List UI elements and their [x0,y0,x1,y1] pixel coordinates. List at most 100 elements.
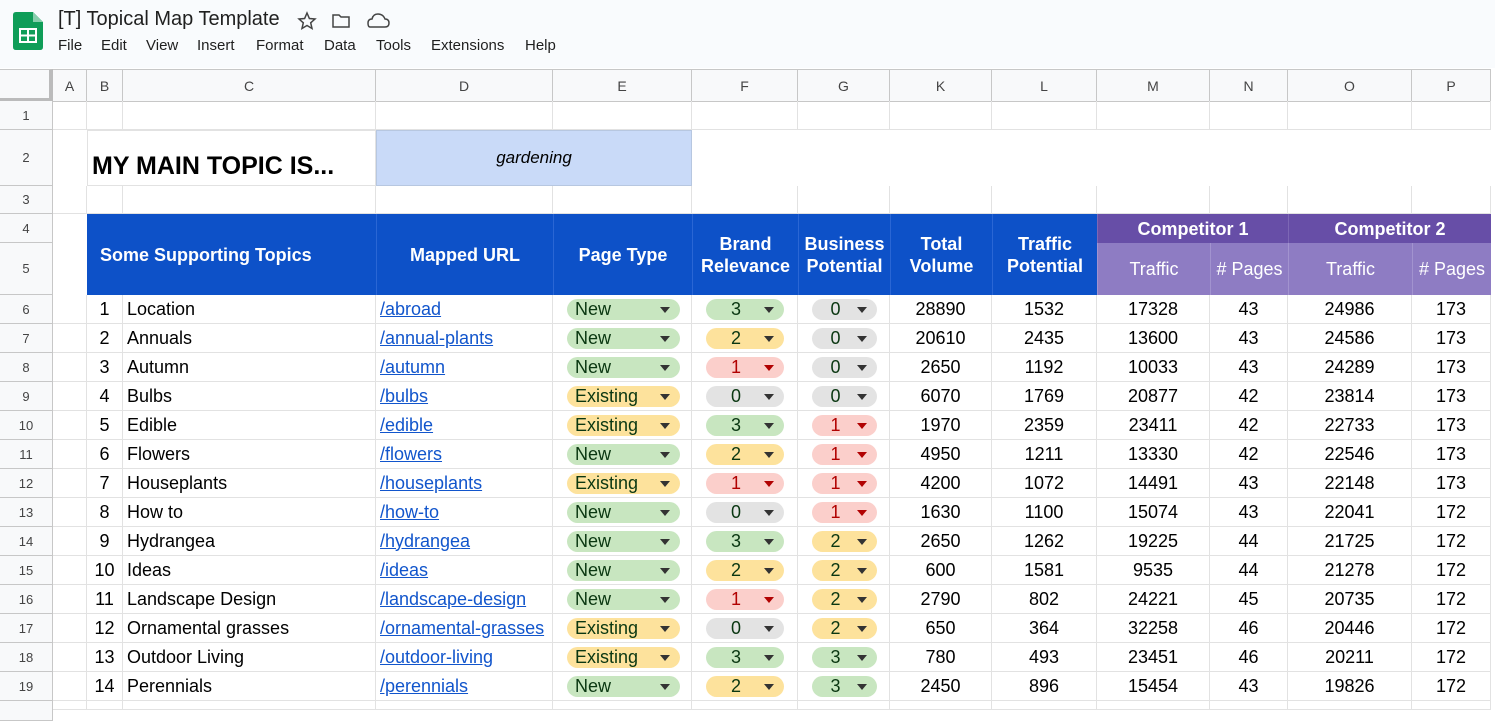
page-type-dropdown[interactable]: New [567,560,680,581]
business-potential-dropdown[interactable]: 2 [812,531,877,552]
row-header[interactable]: 12 [0,469,53,498]
mapped-url[interactable]: /bulbs [380,385,429,406]
row-header[interactable]: 3 [0,186,53,214]
row-header[interactable]: 16 [0,585,53,614]
business-potential-dropdown[interactable]: 0 [812,328,877,349]
mapped-url[interactable]: /annual-plants [380,327,494,348]
mapped-url[interactable]: /flowers [380,443,443,464]
row-header[interactable]: 7 [0,324,53,353]
row-header[interactable]: 5 [0,243,53,295]
mapped-url[interactable]: /autumn [380,356,446,377]
business-potential-dropdown[interactable]: 0 [812,299,877,320]
brand-relevance-dropdown[interactable]: 0 [706,386,784,407]
column-header[interactable]: M [1097,69,1210,102]
column-header[interactable]: P [1412,69,1491,102]
row-header[interactable]: 10 [0,411,53,440]
row-header[interactable]: 2 [0,130,53,186]
menu-item[interactable]: Tools [376,37,412,54]
topic[interactable]: Ideas [123,556,376,585]
menu-item[interactable]: Insert [197,37,235,54]
row-header[interactable]: 17 [0,614,53,643]
row-header[interactable]: 8 [0,353,53,382]
topic[interactable]: Perennials [123,672,376,701]
business-potential-dropdown[interactable]: 2 [812,589,877,610]
mapped-url[interactable]: /outdoor-living [380,646,494,667]
brand-relevance-dropdown[interactable]: 3 [706,299,784,320]
row-header[interactable]: 14 [0,527,53,556]
topic[interactable]: Edible [123,411,376,440]
brand-relevance-dropdown[interactable]: 0 [706,618,784,639]
page-type-dropdown[interactable]: Existing [567,473,680,494]
cloud-icon[interactable] [367,13,390,28]
topic[interactable]: Landscape Design [123,585,376,614]
topic[interactable]: Annuals [123,324,376,353]
brand-relevance-dropdown[interactable]: 3 [706,415,784,436]
topic[interactable]: Houseplants [123,469,376,498]
menu-item[interactable]: Edit [101,37,127,54]
row-header[interactable]: 9 [0,382,53,411]
row-header[interactable]: 13 [0,498,53,527]
menu-item[interactable]: Extensions [431,37,505,54]
brand-relevance-dropdown[interactable]: 3 [706,647,784,668]
main-topic-value[interactable]: gardening [376,130,692,186]
business-potential-dropdown[interactable]: 1 [812,415,877,436]
topic[interactable]: Bulbs [123,382,376,411]
topic[interactable]: Location [123,295,376,324]
menu-item[interactable]: View [146,37,179,54]
column-header[interactable]: E [553,69,692,102]
row-header[interactable]: 19 [0,672,53,701]
topic[interactable]: Hydrangea [123,527,376,556]
page-type-dropdown[interactable]: Existing [567,618,680,639]
star-icon[interactable] [297,11,317,31]
business-potential-dropdown[interactable]: 0 [812,357,877,378]
brand-relevance-dropdown[interactable]: 1 [706,357,784,378]
column-header[interactable]: N [1210,69,1288,102]
page-type-dropdown[interactable]: New [567,502,680,523]
mapped-url[interactable]: /ideas [380,559,429,580]
business-potential-dropdown[interactable]: 1 [812,444,877,465]
page-type-dropdown[interactable]: New [567,444,680,465]
page-type-dropdown[interactable]: Existing [567,386,680,407]
brand-relevance-dropdown[interactable]: 1 [706,473,784,494]
mapped-url[interactable]: /landscape-design [380,588,527,609]
brand-relevance-dropdown[interactable]: 2 [706,560,784,581]
topic[interactable]: Ornamental grasses [123,614,376,643]
business-potential-dropdown[interactable]: 3 [812,647,877,668]
menu-item[interactable]: File [58,37,83,54]
column-header[interactable]: C [123,69,376,102]
topic[interactable]: Autumn [123,353,376,382]
business-potential-dropdown[interactable]: 1 [812,473,877,494]
column-header[interactable]: D [376,69,553,102]
sheets-logo[interactable] [13,12,43,50]
mapped-url[interactable]: /houseplants [380,472,483,493]
row-header[interactable]: 4 [0,214,53,243]
column-header[interactable]: L [992,69,1097,102]
mapped-url[interactable]: /ornamental-grasses [380,617,545,638]
business-potential-dropdown[interactable]: 3 [812,676,877,697]
topic[interactable]: Flowers [123,440,376,469]
brand-relevance-dropdown[interactable]: 2 [706,676,784,697]
page-type-dropdown[interactable]: Existing [567,415,680,436]
business-potential-dropdown[interactable]: 1 [812,502,877,523]
page-type-dropdown[interactable]: New [567,299,680,320]
page-type-dropdown[interactable]: New [567,676,680,697]
mapped-url[interactable]: /perennials [380,675,469,696]
column-header[interactable]: A [53,69,87,102]
brand-relevance-dropdown[interactable]: 3 [706,531,784,552]
topic[interactable]: How to [123,498,376,527]
menu-item[interactable]: Data [324,37,356,54]
column-header[interactable]: B [87,69,123,102]
column-header[interactable]: O [1288,69,1412,102]
mapped-url[interactable]: /how-to [380,501,440,522]
page-type-dropdown[interactable]: Existing [567,647,680,668]
brand-relevance-dropdown[interactable]: 2 [706,328,784,349]
move-icon[interactable] [332,14,350,28]
page-type-dropdown[interactable]: New [567,531,680,552]
brand-relevance-dropdown[interactable]: 1 [706,589,784,610]
topic[interactable]: Outdoor Living [123,643,376,672]
page-type-dropdown[interactable]: New [567,328,680,349]
mapped-url[interactable]: /abroad [380,298,442,319]
row-header[interactable]: 1 [0,101,53,130]
brand-relevance-dropdown[interactable]: 0 [706,502,784,523]
brand-relevance-dropdown[interactable]: 2 [706,444,784,465]
